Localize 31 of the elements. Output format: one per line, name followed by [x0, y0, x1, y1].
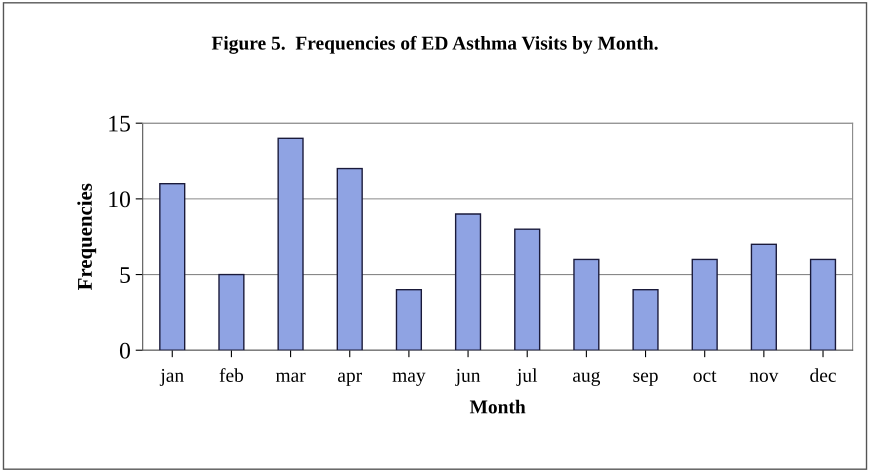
- bar: [454, 213, 482, 350]
- y-tick-label: 10: [109, 191, 130, 208]
- bar: [632, 288, 659, 350]
- bar: [336, 168, 363, 350]
- bar: [810, 258, 836, 350]
- x-tick-label: jul: [516, 368, 538, 386]
- chart-title: Figure 5. Frequencies of ED Asthma Visits by Month.: [212, 36, 658, 54]
- bar: [277, 138, 304, 350]
- x-tick-label: sep: [633, 372, 658, 386]
- bar: [573, 258, 600, 350]
- x-axis-title: Month: [470, 400, 526, 414]
- x-tick-label: nov: [750, 372, 778, 382]
- x-tick-label: apr: [338, 372, 362, 386]
- x-tick-label: feb: [220, 368, 244, 382]
- y-tick-label: 5: [120, 267, 130, 283]
- x-tick-label: jun: [455, 368, 480, 386]
- bar: [159, 183, 186, 350]
- bar: [750, 244, 777, 350]
- y-axis-title: Frequencies: [77, 184, 96, 290]
- y-tick-label: 15: [109, 116, 130, 132]
- x-tick-label: dec: [810, 368, 836, 382]
- x-tick-label: oct: [694, 370, 716, 382]
- bar: [218, 274, 245, 350]
- x-tick-label: aug: [573, 372, 600, 386]
- x-tick-label: mar: [276, 372, 306, 382]
- x-tick-label: may: [392, 372, 426, 386]
- bar: [692, 258, 718, 350]
- x-tick-label: jan: [160, 368, 184, 386]
- y-tick-label: 0: [120, 342, 130, 359]
- bar: [514, 228, 540, 350]
- bar: [396, 288, 422, 350]
